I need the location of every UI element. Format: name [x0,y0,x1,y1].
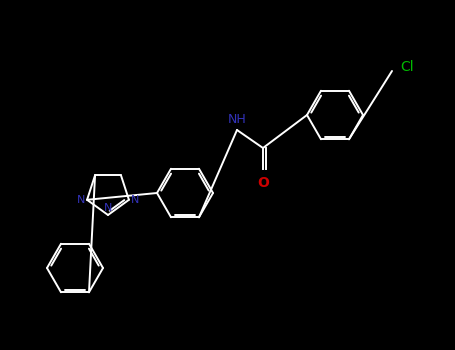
Text: NH: NH [228,113,246,126]
Text: Cl: Cl [400,60,414,74]
Text: N: N [131,195,139,205]
Text: N: N [104,203,112,213]
Text: N: N [77,195,85,205]
Text: O: O [257,176,269,190]
